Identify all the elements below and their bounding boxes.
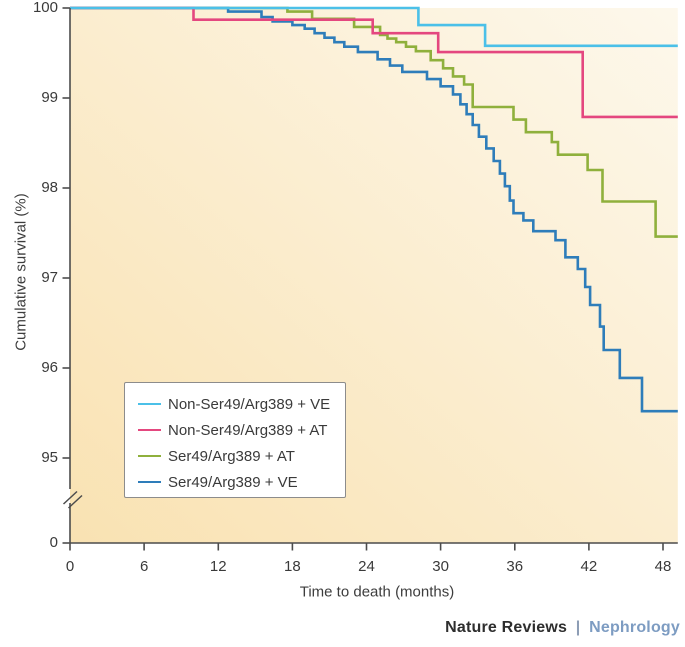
y-tick-label: 98 — [41, 179, 58, 196]
journal-branding: Nature Reviews | Nephrology — [445, 619, 680, 637]
y-tick-label: 96 — [41, 359, 58, 376]
y-tick-label: 99 — [41, 89, 58, 106]
x-tick-label: 18 — [284, 558, 301, 575]
legend-swatch-cyan — [138, 402, 161, 406]
x-tick-label: 30 — [432, 558, 449, 575]
survival-curve-non-ser49-arg389-at — [70, 6, 678, 119]
y-tick-label: 100 — [32, 0, 58, 16]
axis-spines — [69, 8, 678, 544]
legend-label: Ser49/Arg389 + VE — [168, 473, 298, 491]
x-tick-label: 6 — [139, 558, 149, 575]
y-tick-label: 95 — [41, 449, 58, 466]
y-axis-break-mark — [62, 490, 83, 509]
brand-separator: | — [575, 619, 581, 636]
legend-item: Non-Ser49/Arg389 + VE — [138, 391, 345, 417]
legend-swatch-blue — [138, 480, 161, 484]
y-tick-label: 0 — [49, 534, 58, 551]
legend-swatch-pink — [138, 428, 161, 432]
x-tick-label: 0 — [65, 558, 75, 575]
brand-publisher: Nature Reviews — [445, 619, 568, 636]
legend-item: Non-Ser49/Arg389 + AT — [138, 417, 345, 443]
legend: Non-Ser49/Arg389 + VE Non-Ser49/Arg389 +… — [124, 382, 346, 498]
x-tick-label: 24 — [358, 558, 375, 575]
legend-label: Ser49/Arg389 + AT — [168, 447, 295, 465]
x-tick-label: 42 — [580, 558, 598, 575]
x-tick-label: 48 — [654, 558, 672, 575]
legend-swatch-green — [138, 454, 161, 458]
survival-curve-ser49-arg389-at — [70, 6, 678, 238]
x-tick-label: 12 — [209, 558, 227, 575]
survival-curve-non-ser49-arg389-ve — [70, 6, 678, 48]
brand-journal: Nephrology — [589, 619, 680, 636]
legend-label: Non-Ser49/Arg389 + VE — [168, 395, 331, 413]
legend-item: Ser49/Arg389 + AT — [138, 443, 345, 469]
survival-curves — [70, 6, 678, 413]
y-tick-label: 97 — [41, 269, 58, 286]
survival-curve-ser49-arg389-ve — [70, 6, 678, 413]
legend-label: Non-Ser49/Arg389 + AT — [168, 421, 328, 439]
axes — [62, 7, 678, 551]
legend-item: Ser49/Arg389 + VE — [138, 469, 345, 495]
x-tick-label: 36 — [506, 558, 524, 575]
x-axis-title: Time to death (months) — [299, 583, 455, 601]
